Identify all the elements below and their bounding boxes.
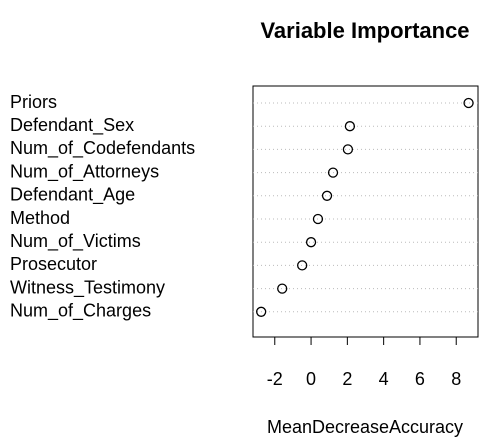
x-tick-label: 6 (415, 369, 425, 389)
dot (312, 213, 324, 225)
x-axis-label: MeanDecreaseAccuracy (267, 417, 463, 437)
x-tick-label: 4 (379, 369, 389, 389)
dot (327, 167, 339, 178)
chart-title: Variable Importance (260, 18, 469, 43)
category-label: Num_of_Victims (10, 231, 141, 252)
dot (256, 306, 267, 317)
dot (305, 237, 317, 248)
plot-frame (252, 85, 479, 338)
dot (297, 260, 308, 271)
x-tick-label: 0 (306, 369, 316, 389)
dot (463, 97, 474, 109)
category-label: Prosecutor (10, 254, 97, 274)
category-label: Num_of_Charges (10, 301, 151, 322)
x-tick-label: 8 (451, 369, 461, 389)
x-tick-label: 2 (342, 369, 352, 389)
category-label: Defendant_Age (10, 185, 135, 206)
x-tick-label: -2 (267, 369, 283, 389)
dot (344, 121, 356, 132)
category-label: Witness_Testimony (10, 277, 165, 298)
category-label: Num_of_Attorneys (10, 161, 159, 182)
dot (342, 144, 354, 155)
category-label: Num_of_Codefendants (10, 138, 195, 159)
category-label: Method (10, 208, 70, 228)
dot (321, 190, 333, 201)
dot (277, 283, 288, 294)
category-label: Defendant_Sex (10, 115, 134, 136)
category-label: Priors (10, 92, 57, 112)
